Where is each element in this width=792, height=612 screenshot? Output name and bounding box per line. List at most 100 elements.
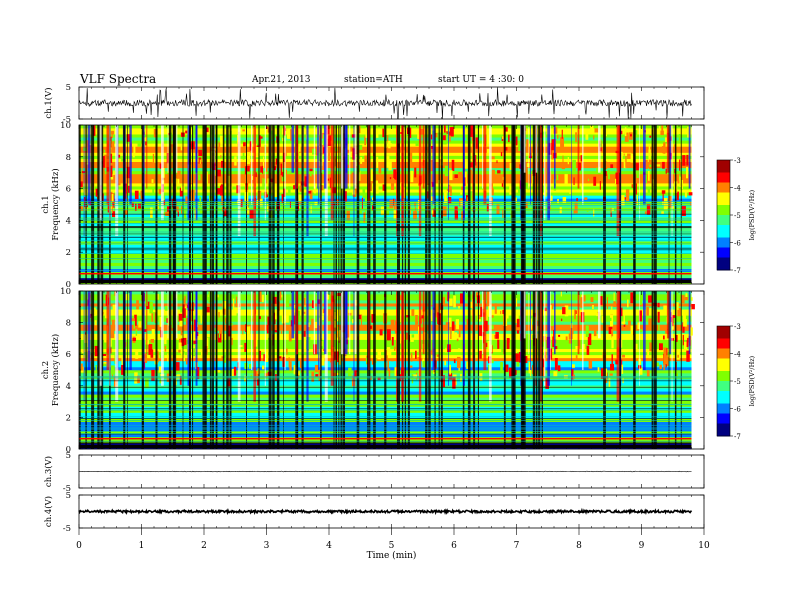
sferic-column: [277, 125, 280, 284]
psd-speckle: [639, 365, 642, 369]
psd-speckle: [158, 366, 162, 373]
psd-speckle: [143, 353, 148, 363]
panel-4: 5 -5 ch.3(V): [43, 451, 705, 494]
line-interference: [79, 203, 692, 204]
sferic-column: [109, 291, 111, 386]
psd-speckle: [496, 160, 498, 164]
psd-speckle: [630, 325, 634, 336]
psd-speckle: [610, 314, 614, 327]
sferic-column: [651, 291, 654, 449]
psd-speckle: [480, 306, 484, 317]
colorbar-cell: [717, 378, 730, 382]
sferic-column: [306, 125, 309, 237]
psd-speckle: [265, 352, 269, 362]
psd-speckle: [494, 334, 497, 339]
colorbar-cell: [717, 232, 730, 236]
colorbar-cell: [717, 230, 730, 233]
sferic-column: [333, 291, 335, 449]
line-interference: [79, 249, 692, 251]
psd-speckle: [180, 307, 183, 313]
sferic-column: [146, 291, 148, 355]
psd-speckle: [593, 176, 597, 186]
psd-speckle: [220, 155, 222, 159]
psd-speckle: [283, 126, 286, 136]
sferic-column: [404, 125, 407, 284]
psd-speckle: [79, 181, 83, 188]
psd-speckle: [430, 134, 433, 140]
psd-speckle: [221, 195, 224, 206]
start-time-label: start UT = 4 :30: 0: [438, 75, 524, 85]
psd-speckle: [378, 295, 381, 303]
sferic-column: [438, 125, 440, 284]
psd-speckle: [486, 291, 491, 304]
colorbar-cell: [717, 398, 730, 402]
psd-speckle: [164, 345, 167, 352]
psd-speckle: [354, 299, 359, 306]
psd-speckle: [624, 132, 629, 142]
sferic-column: [109, 125, 111, 221]
psd-speckle: [279, 291, 282, 301]
psd-speckle: [285, 313, 289, 323]
colorbar-cell: [717, 356, 730, 359]
sferic-column: [489, 125, 492, 237]
sferic-column: [532, 291, 536, 449]
psd-speckle: [445, 322, 450, 329]
psd-speckle: [661, 190, 666, 194]
psd-speckle: [379, 329, 383, 336]
chart-title: VLF Spectra: [80, 72, 157, 86]
psd-speckle: [672, 205, 674, 209]
psd-speckle: [186, 317, 189, 329]
psd-speckle: [248, 363, 252, 369]
line-interference: [79, 209, 692, 211]
psd-speckle: [159, 354, 162, 358]
psd-speckle: [451, 321, 455, 331]
psd-speckle: [496, 204, 500, 215]
psd-speckle: [263, 156, 264, 169]
sferic-column: [353, 291, 355, 402]
psd-speckle: [150, 207, 153, 218]
x-tick-label: 4: [326, 541, 332, 551]
sferic-column: [87, 125, 91, 205]
sferic-column: [373, 125, 376, 284]
psd-speckle: [280, 163, 283, 176]
psd-speckle: [657, 311, 660, 323]
sferic-column: [547, 291, 550, 386]
sferic-column: [680, 125, 682, 284]
sferic-column: [674, 125, 677, 284]
psd-speckle: [286, 130, 291, 139]
psd-speckle: [688, 192, 693, 196]
sferic-column: [367, 125, 369, 284]
colorbar-cell: [717, 391, 730, 394]
sferic-column: [513, 291, 515, 449]
psd-speckle: [266, 194, 268, 198]
sferic-column: [155, 125, 158, 284]
psd-speckle: [429, 159, 433, 172]
waveform-trace: [78, 507, 693, 516]
sferic-column: [268, 291, 272, 449]
psd-speckle: [221, 356, 224, 360]
psd-speckle: [312, 300, 314, 308]
psd-speckle: [524, 202, 528, 208]
psd-speckle: [214, 327, 217, 333]
psd-speckle: [394, 346, 396, 351]
psd-speckle: [648, 170, 650, 181]
psd-speckle: [143, 321, 148, 330]
psd-speckle: [639, 329, 643, 332]
sferic-column: [639, 125, 640, 221]
psd-speckle: [450, 328, 452, 339]
psd-speckle: [178, 349, 181, 353]
psd-speckle: [648, 318, 652, 327]
y-tick-label: -5: [63, 484, 71, 494]
colorbar-cell: [717, 341, 730, 344]
sferic-column: [195, 291, 198, 339]
sferic-column: [253, 291, 256, 402]
psd-speckle: [470, 125, 474, 137]
psd-speckle: [585, 325, 589, 337]
line-interference: [79, 205, 692, 207]
line-interference: [79, 378, 692, 380]
psd-speckle: [165, 305, 168, 311]
psd-speckle: [659, 364, 662, 370]
psd-speckle: [334, 351, 337, 360]
line-interference: [79, 427, 692, 429]
